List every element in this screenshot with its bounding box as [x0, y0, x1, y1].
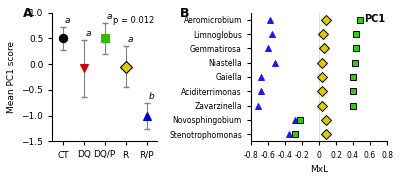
Text: a: a	[128, 35, 133, 44]
Text: PC1: PC1	[364, 14, 386, 24]
Text: a: a	[107, 12, 112, 21]
Text: b: b	[149, 92, 154, 101]
Text: B: B	[180, 7, 190, 20]
Y-axis label: Mean PC1 score: Mean PC1 score	[7, 41, 16, 113]
Text: a: a	[86, 29, 91, 38]
Text: A: A	[23, 7, 33, 20]
Text: a: a	[65, 16, 70, 25]
Text: p = 0.012: p = 0.012	[113, 16, 154, 25]
X-axis label: MxL: MxL	[310, 165, 328, 174]
